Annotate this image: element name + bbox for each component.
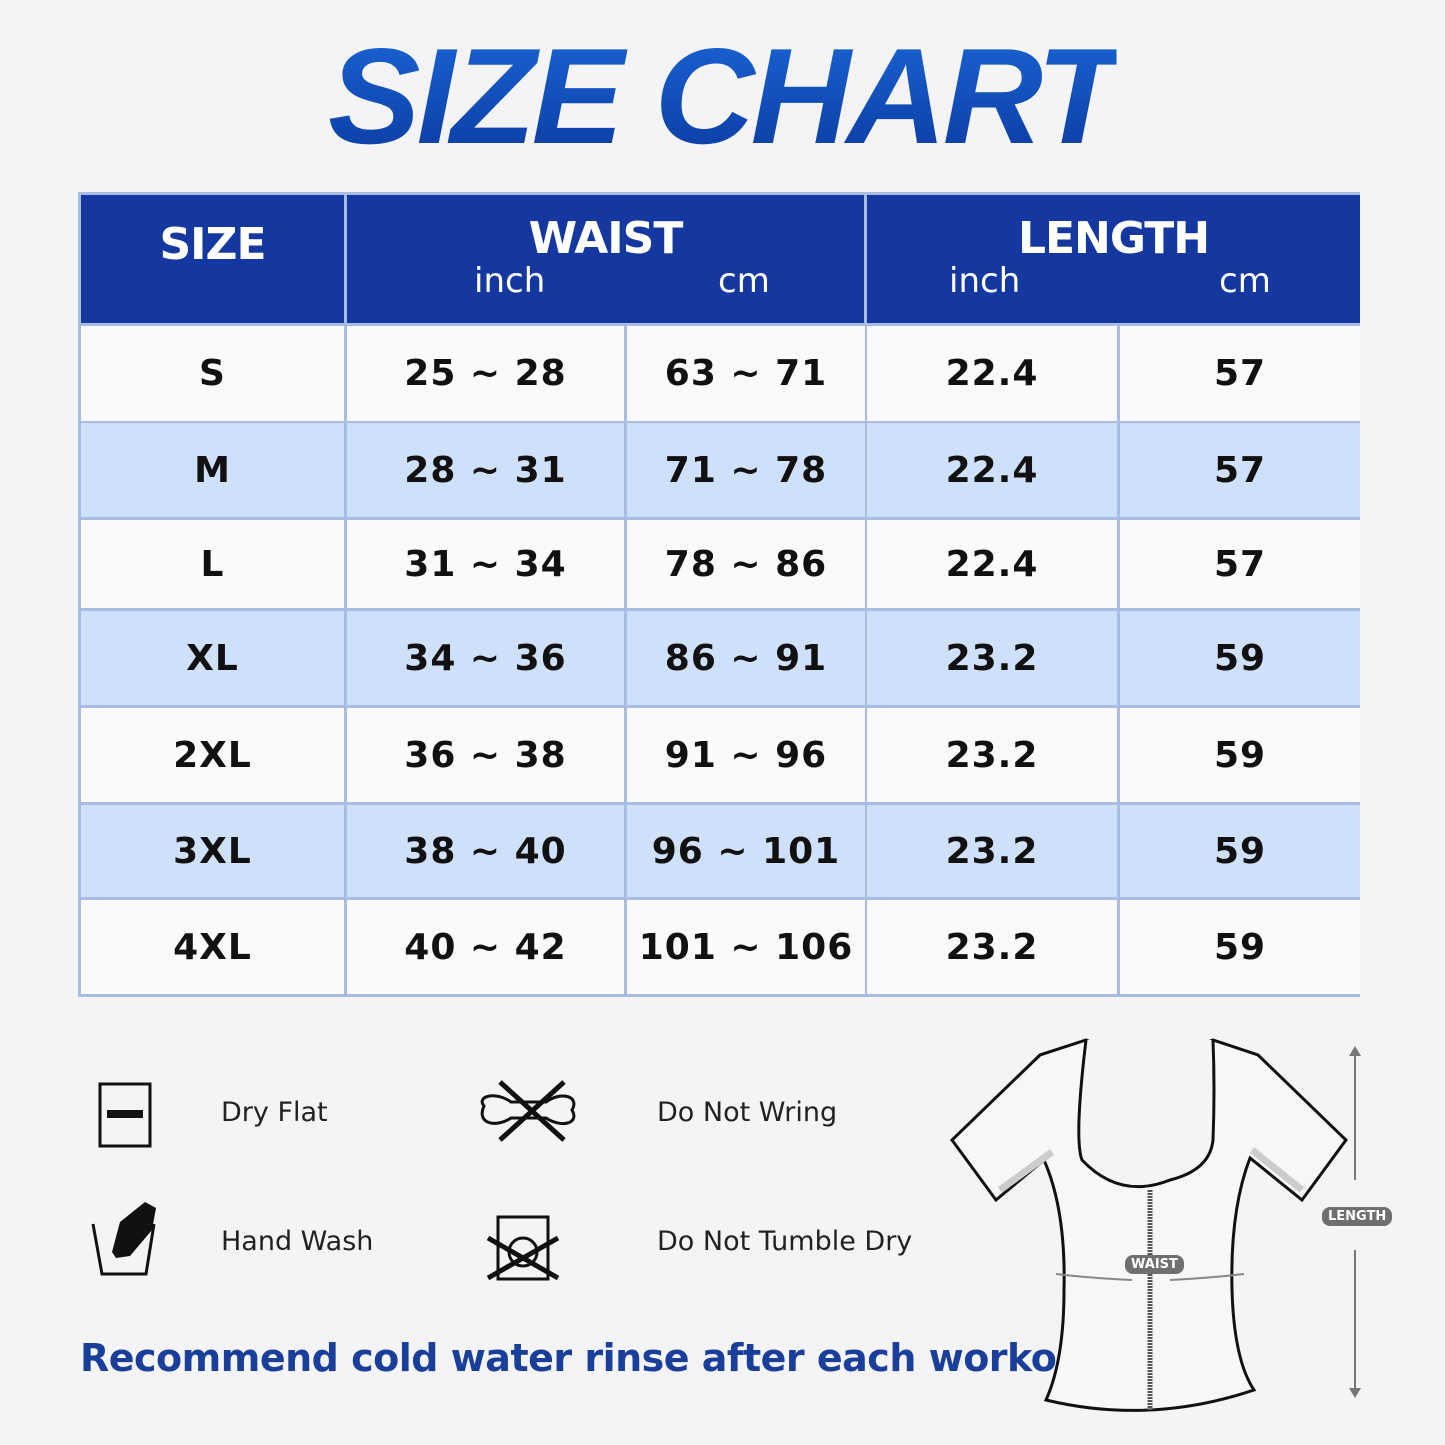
table-cell-length-inch: 22.4 bbox=[867, 520, 1117, 608]
header-length: LENGTH inch cm bbox=[867, 195, 1360, 323]
table-cell-waist-cm: 91 ~ 96 bbox=[627, 708, 865, 802]
hand-wash-icon bbox=[91, 1202, 156, 1276]
table-cell-length-cm: 59 bbox=[1120, 611, 1360, 705]
table-cell-size: XL bbox=[81, 611, 344, 705]
length-tag: LENGTH bbox=[1322, 1207, 1393, 1226]
table-cell-length-inch: 23.2 bbox=[867, 900, 1117, 994]
table-cell-length-cm: 57 bbox=[1120, 423, 1360, 517]
header-size: SIZE bbox=[81, 195, 344, 323]
table-cell-waist-inch: 28 ~ 31 bbox=[347, 423, 624, 517]
table-cell-length-cm: 59 bbox=[1120, 708, 1360, 802]
header-length-inch: inch bbox=[949, 261, 1021, 301]
table-cell-length-inch: 22.4 bbox=[867, 326, 1117, 421]
table-cell-size: L bbox=[81, 520, 344, 608]
care-note: Recommend cold water rinse after each wo… bbox=[80, 1336, 1115, 1380]
table-cell-size: 4XL bbox=[81, 900, 344, 994]
size-table: SIZE WAIST inch cm LENGTH inch cm S 25 ~ … bbox=[78, 192, 1360, 997]
header-length-cm: cm bbox=[1219, 261, 1271, 301]
table-cell-size: M bbox=[81, 423, 344, 517]
care-label-hand-wash: Hand Wash bbox=[221, 1226, 374, 1257]
table-cell-length-cm: 59 bbox=[1120, 900, 1360, 994]
table-cell-waist-inch: 31 ~ 34 bbox=[347, 520, 624, 608]
table-cell-waist-cm: 96 ~ 101 bbox=[627, 805, 865, 897]
header-waist-cm: cm bbox=[718, 261, 770, 301]
table-cell-size: 3XL bbox=[81, 805, 344, 897]
table-cell-length-inch: 23.2 bbox=[867, 805, 1117, 897]
table-cell-size: S bbox=[81, 326, 344, 421]
table-cell-waist-inch: 36 ~ 38 bbox=[347, 708, 624, 802]
header-length-label: LENGTH bbox=[1017, 213, 1210, 264]
header-waist-inch: inch bbox=[474, 261, 546, 301]
table-cell-length-inch: 23.2 bbox=[867, 708, 1117, 802]
table-cell-length-cm: 59 bbox=[1120, 805, 1360, 897]
header-size-label: SIZE bbox=[159, 219, 266, 270]
table-cell-length-cm: 57 bbox=[1120, 326, 1360, 421]
table-cell-waist-cm: 78 ~ 86 bbox=[627, 520, 865, 608]
table-cell-waist-inch: 25 ~ 28 bbox=[347, 326, 624, 421]
page-title: SIZE CHART bbox=[327, 20, 1121, 172]
table-cell-waist-inch: 38 ~ 40 bbox=[347, 805, 624, 897]
table-cell-waist-inch: 40 ~ 42 bbox=[347, 900, 624, 994]
header-waist: WAIST inch cm bbox=[347, 195, 864, 323]
table-cell-waist-cm: 71 ~ 78 bbox=[627, 423, 865, 517]
table-cell-length-inch: 22.4 bbox=[867, 423, 1117, 517]
table-cell-waist-cm: 101 ~ 106 bbox=[627, 900, 865, 994]
waist-tag: WAIST bbox=[1125, 1255, 1184, 1274]
table-cell-length-cm: 57 bbox=[1120, 520, 1360, 608]
garment-diagram bbox=[950, 1038, 1361, 1412]
table-cell-length-inch: 23.2 bbox=[867, 611, 1117, 705]
care-label-do-not-wring: Do Not Wring bbox=[657, 1097, 838, 1128]
dry-flat-icon bbox=[98, 1082, 152, 1148]
header-waist-label: WAIST bbox=[528, 213, 684, 264]
table-cell-size: 2XL bbox=[81, 708, 344, 802]
table-cell-waist-inch: 34 ~ 36 bbox=[347, 611, 624, 705]
do-not-tumble-dry-icon bbox=[486, 1215, 560, 1281]
table-cell-waist-cm: 86 ~ 91 bbox=[627, 611, 865, 705]
table-cell-waist-cm: 63 ~ 71 bbox=[627, 326, 865, 421]
care-label-dry-flat: Dry Flat bbox=[221, 1097, 328, 1128]
care-label-do-not-tumble-dry: Do Not Tumble Dry bbox=[657, 1226, 913, 1257]
do-not-wring-icon bbox=[480, 1080, 576, 1142]
